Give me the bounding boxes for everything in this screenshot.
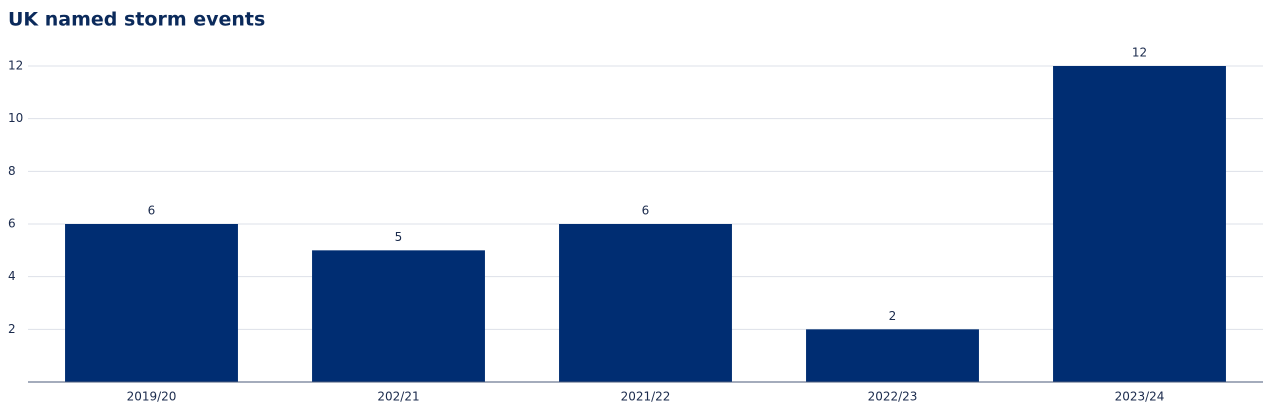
y-tick-label: 6 (8, 217, 16, 231)
y-tick-label: 8 (8, 164, 16, 178)
x-tick-label: 2019/20 (127, 390, 177, 404)
data-label: 6 (148, 204, 156, 218)
x-tick-label: 2022/23 (868, 390, 918, 404)
bar (1053, 66, 1226, 382)
chart-title: UK named storm events (8, 9, 265, 31)
x-tick-label: 202/21 (377, 390, 419, 404)
data-label: 6 (642, 204, 650, 218)
data-label: 2 (889, 309, 897, 323)
bar (806, 329, 979, 382)
y-tick-label: 10 (8, 111, 23, 125)
bar (559, 224, 732, 382)
y-tick-label: 12 (8, 59, 23, 73)
y-tick-label: 2 (8, 322, 16, 336)
data-label: 12 (1132, 46, 1147, 60)
x-tick-label: 2021/22 (621, 390, 671, 404)
y-tick-label: 4 (8, 269, 16, 283)
bar (65, 224, 238, 382)
data-label: 5 (395, 230, 403, 244)
bar (312, 250, 485, 382)
x-tick-label: 2023/24 (1115, 390, 1165, 404)
